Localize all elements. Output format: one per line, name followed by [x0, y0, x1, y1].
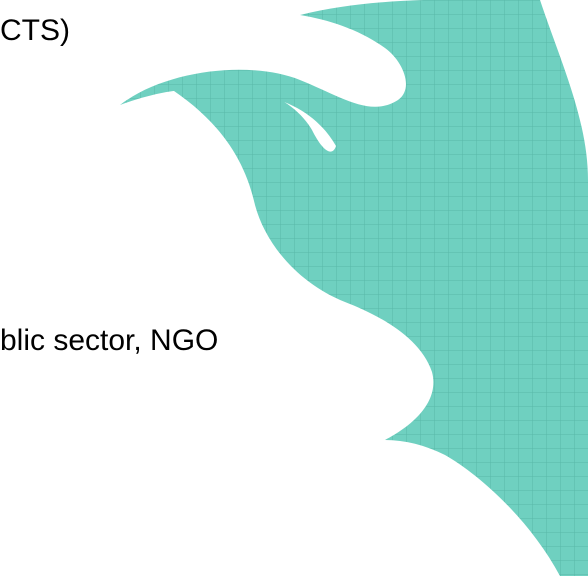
slide-text: blic sector, NGO: [0, 324, 218, 358]
flame-decoration: [0, 0, 588, 576]
slide: CTS) blic sector, NGO (() => { const dat…: [0, 0, 588, 576]
flame-shape: [120, 0, 588, 576]
slide-text: CTS): [0, 14, 70, 48]
